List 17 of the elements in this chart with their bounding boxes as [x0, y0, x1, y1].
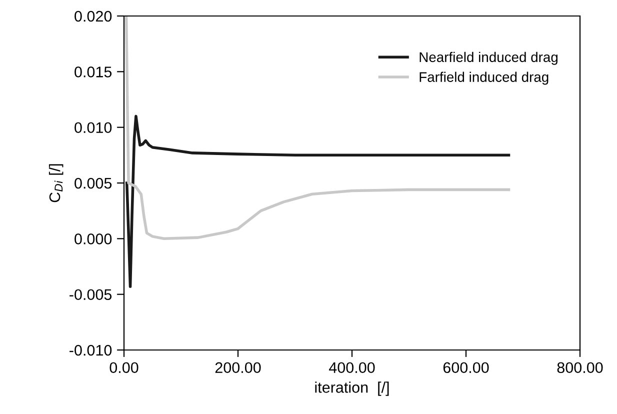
x-tick-label: 0.00 — [110, 362, 138, 374]
y-tick-label: -0.005 — [70, 289, 112, 300]
y-tick-label: 0.015 — [74, 66, 112, 78]
y-tick-label: -0.010 — [70, 344, 112, 356]
x-tick-label: 600.00 — [443, 362, 489, 374]
legend-label: Farfield induced drag — [420, 72, 548, 85]
y-tick-label: 0.020 — [74, 10, 112, 22]
y-tick-label: 0.000 — [74, 234, 112, 244]
y-axis-title: C$_{Di}$ [/] — [48, 164, 64, 202]
y-tick-label: 0.005 — [74, 178, 112, 189]
y-tick-label: 0.010 — [74, 122, 112, 134]
legend-label: Nearfield induced drag — [420, 52, 558, 65]
x-axis-title: iteration [/] — [315, 382, 389, 396]
line-series — [125, 114, 510, 288]
x-tick-label: 400.00 — [328, 362, 375, 374]
x-tick-label: 200.00 — [215, 362, 261, 374]
x-tick-label: 800.00 — [557, 362, 603, 374]
